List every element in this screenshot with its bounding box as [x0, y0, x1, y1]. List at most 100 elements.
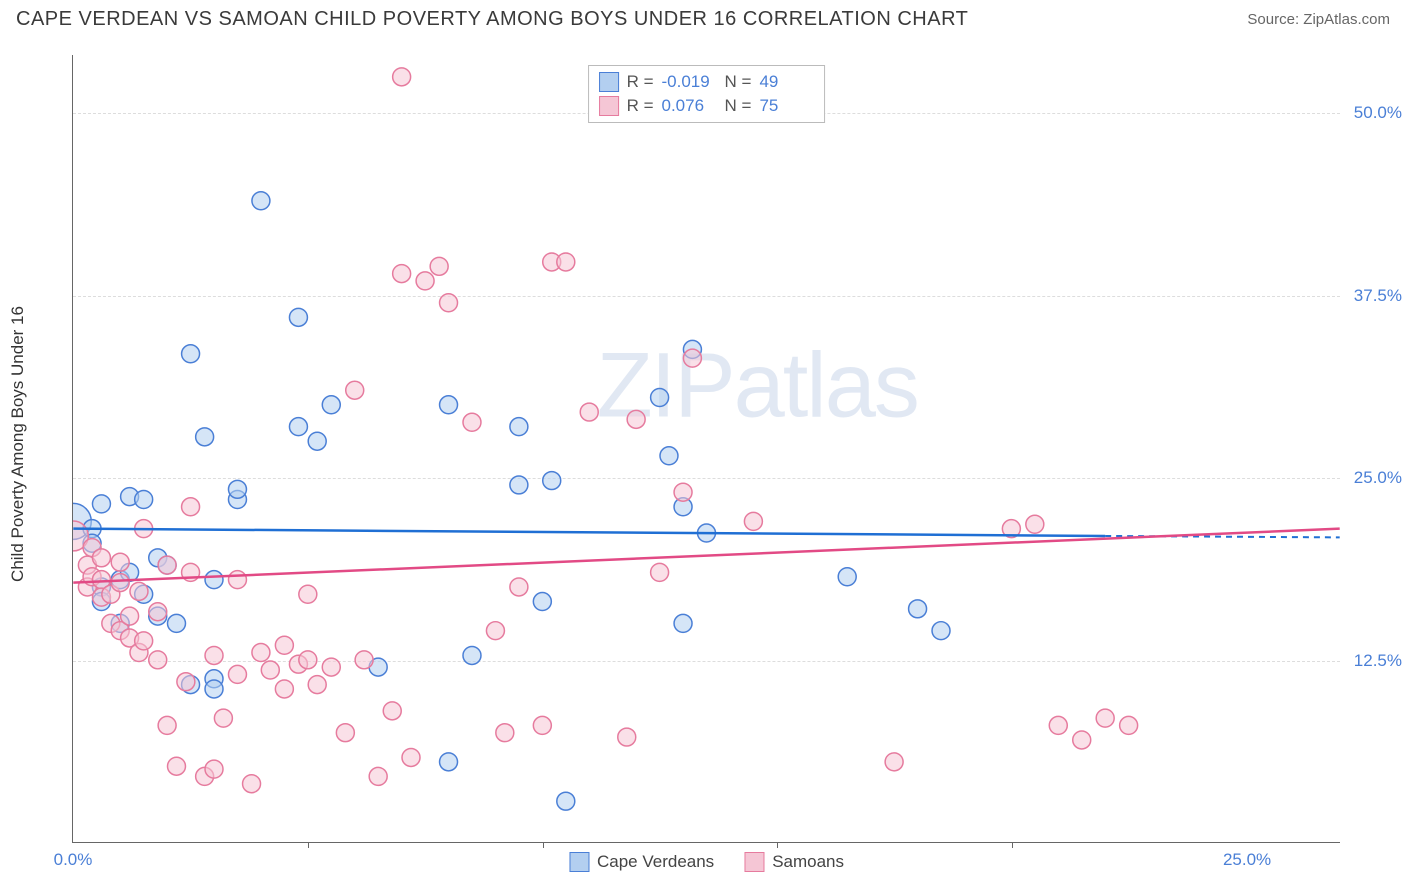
data-point: [744, 512, 762, 530]
data-point: [252, 644, 270, 662]
data-point: [1049, 716, 1067, 734]
y-tick-label: 25.0%: [1354, 468, 1402, 488]
data-point: [618, 728, 636, 746]
source-label: Source:: [1247, 11, 1303, 28]
data-point: [196, 428, 214, 446]
data-point: [149, 651, 167, 669]
data-point: [252, 192, 270, 210]
data-point: [1096, 709, 1114, 727]
data-point: [205, 571, 223, 589]
data-point: [135, 632, 153, 650]
data-point: [440, 294, 458, 312]
data-point: [182, 345, 200, 363]
series-legend-item: Cape Verdeans: [569, 852, 714, 872]
legend-swatch: [744, 852, 764, 872]
data-point: [557, 253, 575, 271]
data-point: [580, 403, 598, 421]
legend-n-value: 75: [759, 96, 814, 116]
chart-title: CAPE VERDEAN VS SAMOAN CHILD POVERTY AMO…: [16, 8, 968, 31]
y-tick-label: 12.5%: [1354, 651, 1402, 671]
data-point: [275, 636, 293, 654]
plot-area: ZIPatlas R = -0.019 N = 49 R = 0.076 N =…: [72, 55, 1340, 843]
data-point: [463, 413, 481, 431]
data-point: [243, 775, 261, 793]
data-point: [463, 646, 481, 664]
data-point: [205, 646, 223, 664]
data-point: [510, 578, 528, 596]
series-legend: Cape Verdeans Samoans: [569, 852, 844, 872]
x-minor-tick: [777, 842, 778, 848]
data-point: [1026, 515, 1044, 533]
trend-line: [73, 529, 1105, 536]
legend-swatch: [569, 852, 589, 872]
data-point: [289, 308, 307, 326]
data-point: [261, 661, 279, 679]
series-legend-item: Samoans: [744, 852, 844, 872]
correlation-legend: R = -0.019 N = 49 R = 0.076 N = 75: [588, 65, 826, 123]
data-point: [322, 658, 340, 676]
legend-swatch: [599, 72, 619, 92]
y-tick-label: 50.0%: [1354, 103, 1402, 123]
data-point: [430, 257, 448, 275]
data-point: [228, 665, 246, 683]
data-point: [158, 556, 176, 574]
data-point: [322, 396, 340, 414]
data-point: [885, 753, 903, 771]
data-point: [228, 571, 246, 589]
data-point: [651, 389, 669, 407]
x-minor-tick: [543, 842, 544, 848]
data-point: [275, 680, 293, 698]
legend-r-value: 0.076: [662, 96, 717, 116]
data-point: [92, 549, 110, 567]
data-point: [205, 680, 223, 698]
data-point: [205, 760, 223, 778]
data-point: [557, 792, 575, 810]
data-point: [440, 753, 458, 771]
data-point: [168, 614, 186, 632]
data-point: [627, 410, 645, 428]
x-minor-tick: [1012, 842, 1013, 848]
data-point: [369, 767, 387, 785]
x-tick-label: 25.0%: [1223, 850, 1271, 870]
data-point: [121, 607, 139, 625]
legend-n-label: N =: [725, 96, 752, 116]
source-value: ZipAtlas.com: [1303, 11, 1390, 28]
data-point: [135, 491, 153, 509]
data-point: [289, 418, 307, 436]
data-point: [299, 651, 317, 669]
data-point: [111, 553, 129, 571]
data-point: [346, 381, 364, 399]
data-point: [130, 582, 148, 600]
data-point: [355, 651, 373, 669]
data-point: [92, 495, 110, 513]
legend-swatch: [599, 96, 619, 116]
chart-container: Child Poverty Among Boys Under 16 ZIPatl…: [48, 45, 1388, 843]
data-point: [909, 600, 927, 618]
scatter-plot-svg: [73, 55, 1340, 842]
data-point: [299, 585, 317, 603]
legend-r-value: -0.019: [662, 72, 717, 92]
data-point: [683, 349, 701, 367]
legend-r-label: R =: [627, 72, 654, 92]
data-point: [336, 724, 354, 742]
data-point: [308, 432, 326, 450]
data-point: [177, 673, 195, 691]
legend-n-label: N =: [725, 72, 752, 92]
data-point: [533, 716, 551, 734]
data-point: [158, 716, 176, 734]
data-point: [486, 622, 504, 640]
data-point: [383, 702, 401, 720]
data-point: [1120, 716, 1138, 734]
y-axis-label: Child Poverty Among Boys Under 16: [8, 306, 28, 582]
legend-n-value: 49: [759, 72, 814, 92]
data-point: [402, 748, 420, 766]
data-point: [440, 396, 458, 414]
data-point: [149, 603, 167, 621]
data-point: [111, 574, 129, 592]
series-name: Samoans: [772, 852, 844, 872]
chart-header: CAPE VERDEAN VS SAMOAN CHILD POVERTY AMO…: [0, 0, 1406, 35]
data-point: [838, 568, 856, 586]
data-point: [168, 757, 186, 775]
data-point: [228, 480, 246, 498]
source-attribution: Source: ZipAtlas.com: [1247, 11, 1390, 28]
